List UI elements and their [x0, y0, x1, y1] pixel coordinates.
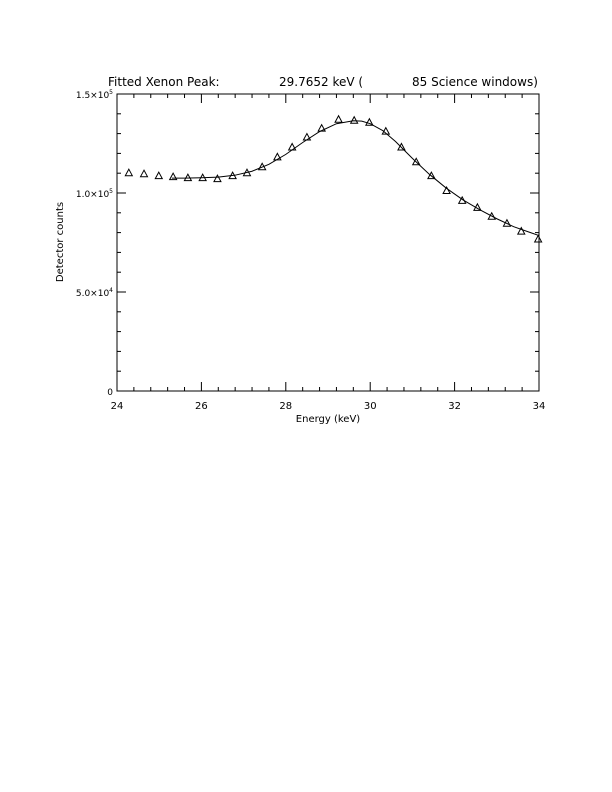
data-point — [198, 173, 208, 182]
chart-title-prefix: Fitted Xenon Peak: — [108, 75, 220, 89]
x-axis-label: Energy (keV) — [296, 414, 361, 425]
data-point — [302, 132, 312, 141]
y-tick-label: 1.0×105 — [76, 188, 113, 200]
x-tick-label: 26 — [195, 401, 208, 412]
data-point — [502, 218, 512, 227]
data-point — [317, 123, 327, 132]
data-points — [124, 114, 543, 243]
data-point — [139, 169, 149, 178]
y-axis-label: Detector counts — [55, 202, 66, 282]
x-tick-label: 30 — [364, 401, 377, 412]
data-point — [533, 234, 543, 243]
data-point — [183, 173, 193, 182]
data-point — [411, 157, 421, 166]
data-point — [349, 115, 359, 124]
y-tick-labels: 0 5.0×104 1.0×105 1.5×105 — [76, 89, 113, 398]
data-point — [473, 202, 482, 211]
chart-title-suffix: 85 Science windows) — [412, 75, 538, 89]
plot-frame — [116, 93, 540, 392]
y-tick-label: 5.0×104 — [76, 287, 113, 299]
data-point — [381, 126, 391, 135]
data-point — [487, 211, 497, 220]
axis-ticks — [116, 93, 540, 392]
y-tick-label: 0 — [107, 388, 113, 398]
data-point — [242, 168, 252, 177]
data-point — [516, 226, 526, 235]
data-point — [442, 185, 451, 195]
data-point — [154, 171, 164, 180]
data-point — [257, 162, 267, 171]
data-point — [457, 195, 467, 204]
data-point — [124, 168, 134, 177]
x-tick-label: 34 — [533, 401, 546, 412]
fit-curve — [171, 120, 540, 237]
data-point — [273, 152, 282, 161]
chart-title-value: 29.7652 keV ( — [279, 75, 363, 89]
data-point — [365, 117, 374, 126]
data-point — [287, 142, 297, 151]
data-point — [168, 172, 178, 181]
data-point — [213, 174, 222, 183]
data-point — [334, 114, 343, 123]
x-tick-labels: 24 26 28 30 32 34 — [111, 401, 546, 412]
data-point — [228, 171, 237, 180]
y-tick-label: 1.5×105 — [76, 89, 113, 101]
x-tick-label: 32 — [448, 401, 461, 412]
data-point — [397, 142, 406, 151]
x-tick-label: 28 — [279, 401, 292, 412]
x-tick-label: 24 — [111, 401, 124, 412]
data-point — [427, 171, 436, 180]
